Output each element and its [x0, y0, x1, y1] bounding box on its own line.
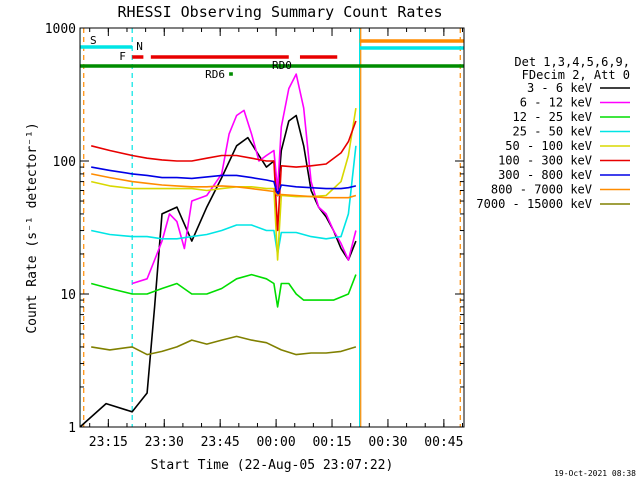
- x-tick-label-1: 23:30: [145, 435, 184, 450]
- legend: Det 1,3,4,5,6,9,FDecim 2, Att 03 - 6 keV…: [476, 55, 630, 211]
- x-tick-label-5: 00:30: [368, 435, 407, 450]
- x-tick-label-3: 00:00: [257, 435, 296, 450]
- legend-entry-0: 3 - 6 keV: [527, 81, 592, 95]
- state-bar-label-rd0: RD0: [272, 59, 292, 72]
- x-tick-label-2: 23:45: [201, 435, 240, 450]
- series-line-4: [91, 107, 357, 261]
- y-tick-label-3: 1000: [45, 22, 76, 37]
- y-tick-label-2: 100: [53, 155, 76, 170]
- x-axis-label: Start Time (22-Aug-05 23:07:22): [151, 458, 394, 473]
- series-line-8: [91, 335, 357, 356]
- series-line-0: [80, 114, 357, 427]
- vertical-markers: [80, 28, 461, 427]
- legend-entry-7: 800 - 7000 keV: [491, 183, 592, 197]
- legend-entry-6: 300 - 800 keV: [498, 168, 592, 182]
- legend-entry-5: 100 - 300 keV: [498, 154, 592, 168]
- state-bar-label-f: F: [119, 50, 126, 63]
- legend-entry-8: 7000 - 15000 keV: [476, 197, 592, 211]
- series-line-7: [91, 173, 357, 199]
- series-line-2: [90, 273, 357, 308]
- state-bar-label-s: S: [90, 34, 97, 47]
- state-bar-labels: S NF RD0 RD6: [90, 34, 292, 81]
- series-line-1: [131, 73, 357, 285]
- series-lines: [80, 73, 357, 427]
- plot-frame: [79, 27, 465, 428]
- legend-header-1: FDecim 2, Att 0: [522, 68, 630, 82]
- legend-entry-3: 25 - 50 keV: [513, 125, 592, 139]
- timestamp: 19-Oct-2021 08:38: [554, 469, 636, 478]
- state-bars: [80, 39, 464, 76]
- x-tick-label-6: 00:45: [424, 435, 463, 450]
- y-tick-label-1: 10: [60, 288, 76, 303]
- series-line-6: [91, 166, 357, 197]
- y-tick-label-0: 1: [68, 421, 76, 436]
- x-axis: 23:15 23:30 23:45 00:00 00:15 00:30 00:45: [89, 28, 463, 450]
- legend-entry-1: 6 - 12 keV: [520, 96, 592, 110]
- legend-entry-2: 12 - 25 keV: [513, 110, 592, 124]
- x-tick-label-0: 23:15: [89, 435, 128, 450]
- y-axis-label: Count Rate (s⁻¹ detector⁻¹): [25, 122, 40, 333]
- series-line-3: [91, 145, 357, 255]
- state-bar-label-n: N: [136, 40, 143, 53]
- x-tick-label-4: 00:15: [312, 435, 351, 450]
- series-line-5: [91, 120, 357, 232]
- legend-entry-4: 50 - 100 keV: [505, 139, 592, 153]
- state-bar-label-rd6: RD6: [205, 68, 225, 81]
- legend-header-0: Det 1,3,4,5,6,9,: [514, 55, 630, 69]
- chart-title: RHESSI Observing Summary Count Rates: [117, 3, 442, 21]
- y-axis: 1 10 100 1000: [45, 22, 464, 436]
